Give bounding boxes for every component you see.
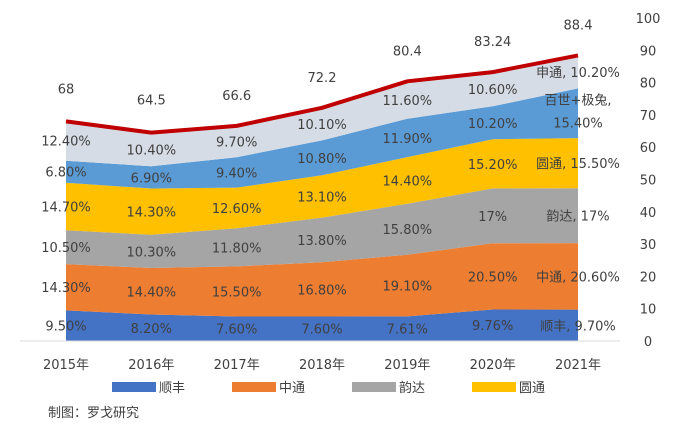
x-tick-label: 2020年 (470, 358, 516, 373)
data-label: 14.70% (41, 200, 91, 215)
legend-swatch (352, 382, 396, 392)
area-圆通 (66, 138, 578, 235)
data-label: 8.20% (131, 322, 172, 337)
data-label: 12.60% (212, 202, 262, 217)
y-tick-label: 20 (640, 270, 657, 285)
data-label: 10.50% (41, 241, 91, 256)
data-label: 16.80% (297, 283, 347, 298)
data-label: 13.80% (297, 234, 347, 249)
data-label: 15.40% (553, 116, 603, 131)
area-顺丰 (66, 309, 578, 341)
data-label: 11.90% (383, 132, 433, 147)
data-label: 顺丰, 9.70% (540, 319, 616, 334)
data-label: 中通, 20.60% (536, 270, 620, 285)
line-value-label: 88.4 (564, 18, 593, 33)
y-tick-label: 10 (640, 303, 657, 318)
data-label: 11.80% (212, 241, 262, 256)
data-label: 韵达, 17% (546, 210, 609, 225)
legend-swatch (112, 382, 156, 392)
line-value-label: 80.4 (393, 44, 422, 59)
data-label: 17% (478, 210, 507, 225)
x-tick-label: 2016年 (128, 358, 174, 373)
data-label: 14.40% (383, 174, 433, 189)
line-value-label: 72.2 (308, 71, 337, 86)
legend-swatch (232, 382, 276, 392)
x-tick-label: 2019年 (384, 358, 430, 373)
data-label: 9.50% (45, 320, 86, 335)
data-label: 10.10% (297, 118, 347, 133)
area-百世+极兔 (66, 88, 578, 189)
x-tick-label: 2015年 (43, 358, 89, 373)
area-韵达 (66, 188, 578, 269)
data-label: 7.60% (216, 323, 257, 338)
y-tick-label: 90 (640, 44, 657, 59)
y-tick-label: 80 (640, 77, 657, 92)
legend-swatch (472, 382, 516, 392)
chart-source-note: 制图：罗戈研究 (48, 406, 140, 421)
data-label: 14.30% (41, 281, 91, 296)
legend-label: 圆通 (519, 381, 545, 396)
x-tick-label: 2018年 (299, 358, 345, 373)
data-label: 11.60% (383, 94, 433, 109)
data-label: 10.20% (468, 117, 518, 132)
data-label: 15.80% (383, 223, 433, 238)
legend-label: 顺丰 (159, 381, 185, 396)
data-label: 9.76% (472, 319, 513, 334)
data-label: 19.10% (383, 280, 433, 295)
data-label: 15.20% (468, 158, 518, 173)
series-end-label: 百世+极兔, (544, 93, 611, 108)
legend-label: 中通 (279, 381, 305, 396)
data-label: 9.70% (216, 136, 257, 151)
line-value-label: 83.24 (474, 35, 511, 50)
area-中通 (66, 243, 578, 317)
data-label: 10.30% (127, 245, 177, 260)
data-label: 13.10% (297, 190, 347, 205)
total-share-line (65, 53, 579, 135)
data-label: 申通, 10.20% (536, 66, 620, 81)
data-label: 10.60% (468, 83, 518, 98)
y-tick-label: 100 (636, 12, 661, 27)
x-tick-label: 2017年 (214, 358, 260, 373)
line-value-label: 66.6 (222, 89, 251, 104)
data-label: 15.50% (212, 285, 262, 300)
data-label: 14.30% (127, 206, 177, 221)
data-label: 20.50% (468, 270, 518, 285)
data-label: 7.60% (301, 323, 342, 338)
line-value-label: 68 (58, 82, 75, 97)
y-tick-label: 30 (640, 238, 657, 253)
data-label: 14.40% (127, 285, 177, 300)
y-tick-label: 60 (640, 141, 657, 156)
data-label: 12.40% (41, 135, 91, 150)
data-label: 6.80% (45, 166, 86, 181)
y-tick-label: 70 (640, 109, 657, 124)
legend-label: 韵达 (399, 381, 425, 396)
data-label: 10.80% (297, 152, 347, 167)
data-label: 9.40% (216, 166, 257, 181)
y-tick-label: 50 (640, 174, 657, 189)
data-label: 7.61% (387, 323, 428, 338)
data-label: 6.90% (131, 171, 172, 186)
line-value-label: 64.5 (137, 94, 166, 109)
y-tick-label: 40 (640, 206, 657, 221)
area-申通 (66, 55, 578, 167)
y-tick-label: 0 (644, 335, 652, 350)
x-tick-label: 2021年 (555, 358, 601, 373)
data-label: 10.40% (127, 143, 177, 158)
data-label: 圆通, 15.50% (536, 157, 620, 172)
